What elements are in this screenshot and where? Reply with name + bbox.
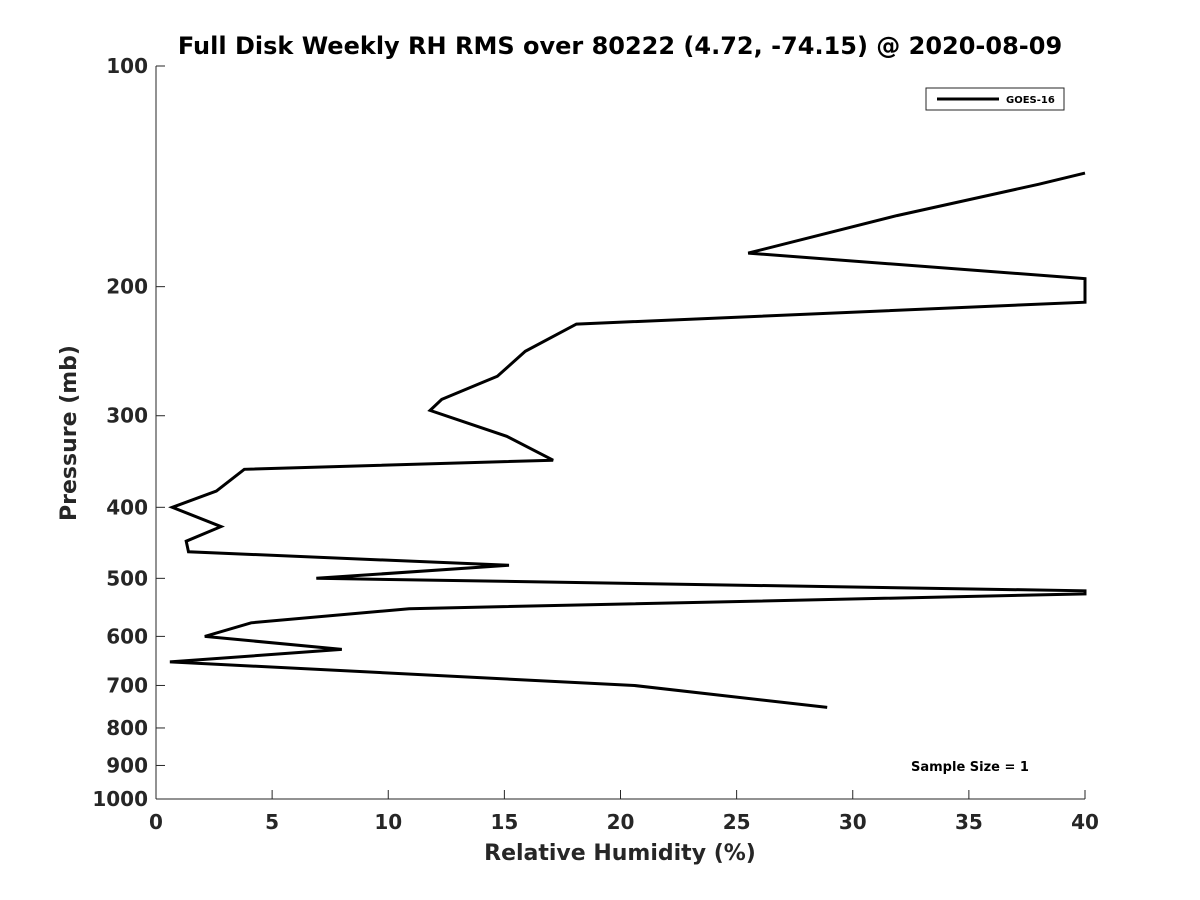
series-line-0 bbox=[168, 171, 1087, 709]
y-axis-label: Pressure (mb) bbox=[57, 345, 82, 521]
y-tick-label: 400 bbox=[106, 495, 148, 519]
plot-area: 0 5 10 15 20 25 30 35 40 100 200 300 400 500 600 700 80… bbox=[92, 54, 1099, 834]
y-tick-label: 600 bbox=[106, 624, 148, 648]
y-tick-label: 800 bbox=[106, 716, 148, 740]
x-axis-ticks: 0 5 10 15 20 25 30 35 40 bbox=[149, 790, 1099, 834]
x-tick-label: 15 bbox=[490, 810, 518, 834]
x-tick-label: 35 bbox=[955, 810, 983, 834]
y-tick-label: 200 bbox=[106, 275, 148, 299]
x-tick-label: 20 bbox=[607, 810, 635, 834]
y-tick-label: 900 bbox=[106, 753, 148, 777]
y-tick-label: 700 bbox=[106, 673, 148, 697]
x-tick-label: 25 bbox=[723, 810, 751, 834]
x-tick-label: 5 bbox=[265, 810, 279, 834]
plot-background bbox=[156, 66, 1085, 799]
sample-size-annotation: Sample Size = 1 bbox=[911, 760, 1029, 775]
x-tick-label: 10 bbox=[374, 810, 402, 834]
y-tick-label: 300 bbox=[106, 404, 148, 428]
y-tick-label: 100 bbox=[106, 54, 148, 78]
chart-title: Full Disk Weekly RH RMS over 80222 (4.72… bbox=[178, 32, 1062, 60]
legend: GOES-16 bbox=[925, 87, 1065, 111]
legend-label: GOES-16 bbox=[1006, 95, 1055, 106]
y-tick-label: 500 bbox=[106, 566, 148, 590]
y-tick-label: 1000 bbox=[92, 787, 148, 811]
y-axis-ticks: 100 200 300 400 500 600 700 800 900 1000 bbox=[92, 54, 165, 811]
x-tick-label: 30 bbox=[839, 810, 867, 834]
series-layer bbox=[168, 171, 1087, 709]
x-tick-label: 40 bbox=[1071, 810, 1099, 834]
x-axis-label: Relative Humidity (%) bbox=[484, 841, 756, 866]
x-tick-label: 0 bbox=[149, 810, 163, 834]
